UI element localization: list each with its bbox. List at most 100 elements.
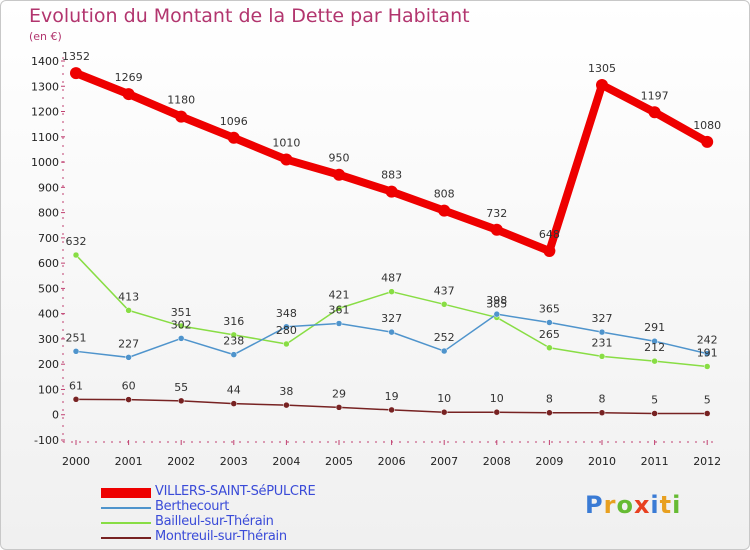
- data-point-villers: [648, 106, 661, 119]
- data-point-berthecourt: [335, 320, 343, 327]
- logo-letter: P: [585, 491, 604, 519]
- data-point-berthecourt: [177, 335, 185, 342]
- data-point-villers: [490, 223, 503, 236]
- logo-letter: i: [650, 491, 660, 519]
- data-point-villers: [385, 185, 398, 198]
- legend-label-villers: VILLERS-SAINT-SéPULCRE: [155, 484, 316, 499]
- data-label-berthecourt: 361: [329, 304, 350, 317]
- logo-letter: o: [616, 491, 634, 519]
- data-point-montreuil: [177, 397, 185, 405]
- data-point-bailleul: [230, 331, 238, 339]
- data-point-bailleul: [388, 288, 395, 295]
- data-label-berthecourt: 242: [697, 334, 718, 347]
- data-point-montreuil: [283, 401, 290, 409]
- data-point-villers: [543, 245, 556, 258]
- data-point-berthecourt: [440, 347, 448, 355]
- data-point-bailleul: [72, 251, 80, 259]
- data-label-montreuil: 10: [490, 392, 504, 405]
- data-point-berthecourt: [598, 328, 606, 336]
- data-point-villers: [227, 131, 240, 144]
- x-tick-label: 2001: [115, 455, 143, 468]
- data-point-montreuil: [125, 396, 132, 403]
- data-label-bailleul: 632: [66, 235, 87, 248]
- data-point-montreuil: [230, 400, 238, 407]
- data-label-berthecourt: 348: [276, 307, 297, 320]
- data-point-bailleul: [703, 363, 711, 370]
- data-label-villers: 950: [329, 152, 350, 165]
- logo-letter: x: [633, 491, 651, 519]
- data-point-bailleul: [125, 307, 132, 314]
- data-label-villers: 648: [539, 228, 560, 241]
- y-tick-label: 1100: [31, 131, 59, 144]
- data-label-villers: 1010: [272, 137, 300, 150]
- data-label-villers: 1305: [588, 62, 616, 75]
- data-label-montreuil: 5: [704, 393, 711, 406]
- data-point-bailleul: [335, 305, 343, 312]
- data-label-villers: 732: [486, 207, 507, 220]
- logo-letter: i: [672, 491, 682, 519]
- data-point-bailleul: [598, 353, 606, 360]
- data-label-bailleul: 385: [486, 297, 507, 310]
- logo-letter: t: [659, 491, 673, 519]
- data-label-bailleul: 421: [329, 288, 350, 301]
- legend-swatch-berthecourt: [101, 507, 151, 509]
- x-tick-label: 2007: [430, 455, 458, 468]
- data-label-villers: 1096: [220, 115, 248, 128]
- data-point-bailleul: [546, 344, 553, 352]
- data-label-villers: 883: [381, 169, 402, 182]
- data-label-montreuil: 29: [332, 387, 346, 400]
- data-point-berthecourt: [651, 337, 658, 345]
- data-label-berthecourt: 365: [539, 303, 560, 316]
- y-tick-label: 500: [38, 282, 59, 295]
- x-tick-label: 2010: [588, 455, 616, 468]
- data-point-berthecourt: [388, 328, 395, 336]
- y-tick-label: 1200: [31, 106, 59, 119]
- data-label-montreuil: 61: [69, 379, 83, 392]
- data-label-bailleul: 212: [644, 341, 665, 354]
- data-point-montreuil: [388, 406, 395, 414]
- data-label-berthecourt: 302: [171, 318, 192, 331]
- x-tick-label: 2009: [535, 455, 563, 468]
- data-label-montreuil: 5: [651, 393, 658, 406]
- data-label-berthecourt: 238: [223, 335, 244, 348]
- data-point-villers: [701, 135, 714, 148]
- data-label-berthecourt: 227: [118, 337, 139, 350]
- y-tick-label: 0: [52, 409, 59, 422]
- x-tick-label: 2011: [641, 455, 669, 468]
- data-point-bailleul: [283, 340, 290, 348]
- y-tick-label: 1300: [31, 80, 59, 93]
- data-point-villers: [333, 168, 345, 181]
- data-label-bailleul: 231: [592, 336, 613, 349]
- data-point-berthecourt: [283, 323, 290, 331]
- data-label-villers: 808: [434, 188, 455, 201]
- data-point-montreuil: [546, 409, 553, 416]
- data-label-villers: 1180: [167, 94, 195, 107]
- data-label-bailleul: 437: [434, 284, 455, 297]
- data-point-berthecourt: [230, 351, 238, 358]
- data-label-berthecourt: 251: [66, 331, 87, 344]
- proxiti-logo: Proxiti: [585, 491, 681, 519]
- data-label-berthecourt: 398: [486, 294, 507, 307]
- data-point-villers: [280, 153, 293, 166]
- data-point-montreuil: [72, 396, 80, 403]
- y-tick-label: 600: [38, 257, 59, 270]
- data-point-villers: [175, 110, 188, 123]
- data-label-montreuil: 55: [174, 381, 188, 394]
- legend-label-berthecourt: Berthecourt: [155, 499, 230, 514]
- y-tick-label: 300: [38, 333, 59, 346]
- y-tick-label: 200: [38, 358, 59, 371]
- data-label-montreuil: 8: [546, 393, 553, 406]
- legend-label-montreuil: Montreuil-sur-Thérain: [155, 529, 287, 544]
- data-point-bailleul: [651, 357, 658, 365]
- data-point-berthecourt: [546, 319, 553, 326]
- data-label-berthecourt: 327: [592, 312, 613, 325]
- data-point-bailleul: [177, 322, 185, 330]
- x-tick-label: 2005: [325, 455, 353, 468]
- x-tick-label: 2006: [378, 455, 406, 468]
- x-tick-label: 2000: [62, 455, 90, 468]
- legend-label-bailleul: Bailleul-sur-Thérain: [155, 514, 274, 529]
- data-point-villers: [122, 88, 135, 101]
- data-label-villers: 1197: [641, 89, 669, 102]
- y-tick-label: 400: [38, 308, 59, 321]
